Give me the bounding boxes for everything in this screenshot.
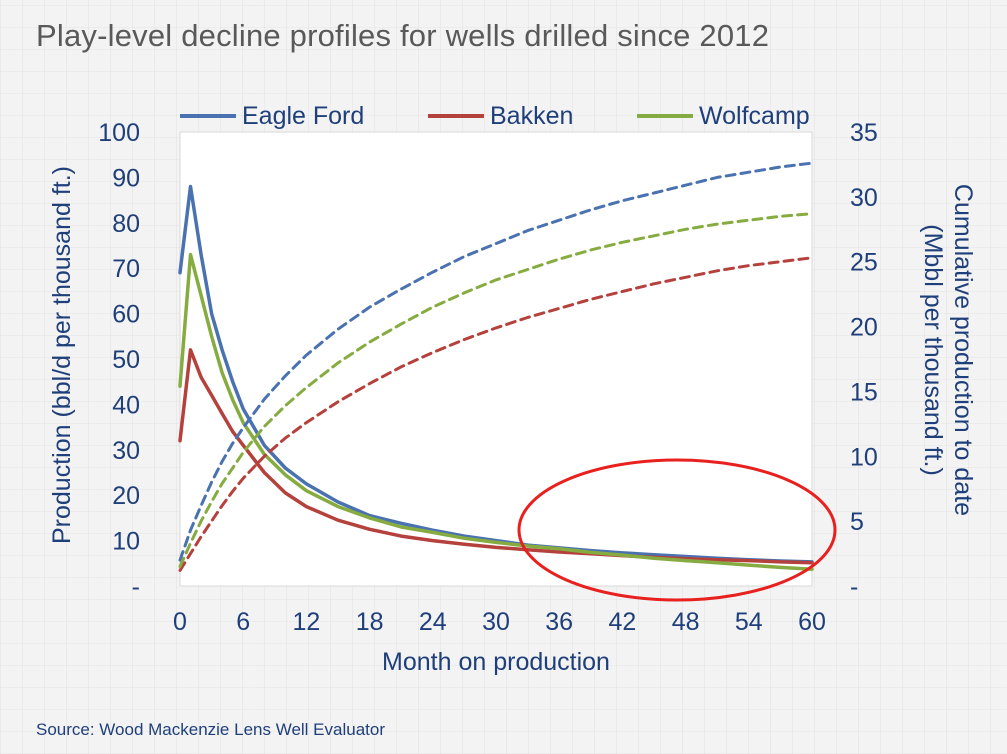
y-tick-label: 70 (112, 255, 140, 283)
x-tick-label: 30 (482, 608, 510, 636)
y-tick-label: 90 (112, 164, 140, 192)
y2-tick-label: 5 (850, 508, 864, 536)
y2-tick-label: 25 (850, 249, 878, 277)
y2-tick-label: 35 (850, 119, 878, 147)
highlight-ellipse (517, 458, 837, 602)
x-axis-ticks: 0 6 12 18 24 30 36 42 48 54 60 (173, 608, 826, 636)
y2-tick-label: - (850, 573, 858, 601)
y2-tick-label: 20 (850, 314, 878, 342)
x-tick-label: 18 (356, 608, 384, 636)
x-tick-label: 36 (545, 608, 573, 636)
chart-title: Play-level decline profiles for wells dr… (36, 18, 770, 53)
wolfcamp-line (178, 252, 814, 571)
x-tick-label: 12 (292, 608, 320, 636)
y-tick-label: 100 (98, 119, 140, 147)
bakken-cumulative-line (178, 256, 814, 572)
y-tick-label: - (132, 573, 140, 601)
y-tick-label: 60 (112, 301, 140, 329)
y-axis-ticks: - 10 20 30 40 50 60 70 80 90 100 (98, 119, 140, 601)
series-lines (178, 161, 814, 572)
legend-label: Bakken (490, 102, 573, 130)
x-tick-label: 54 (735, 608, 763, 636)
y-axis-title: Production (bbl/d per thousand ft.) (48, 166, 76, 544)
x-tick-label: 48 (672, 608, 700, 636)
x-tick-label: 6 (236, 608, 250, 636)
wolfcamp-cumulative-line (178, 212, 814, 568)
x-axis-title: Month on production (382, 648, 610, 676)
eagle-ford-cumulative-line (178, 161, 814, 562)
legend: Eagle Ford Bakken Wolfcamp (180, 102, 810, 130)
y2-tick-label: 10 (850, 443, 878, 471)
plot-area (179, 131, 813, 587)
legend-label: Wolfcamp (699, 102, 810, 130)
y-tick-label: 10 (112, 528, 140, 556)
x-tick-label: 24 (419, 608, 447, 636)
y-tick-label: 30 (112, 437, 140, 465)
y2-axis-title-line2: (Mbbl per thousand ft.) (919, 224, 947, 476)
y2-axis-ticks: - 5 10 15 20 25 30 35 (850, 119, 878, 601)
eagle-ford-line (178, 184, 814, 564)
y2-tick-label: 15 (850, 378, 878, 406)
y2-axis-title-line1: Cumulative production to date (949, 184, 977, 516)
source-note: Source: Wood Mackenzie Lens Well Evaluat… (36, 720, 385, 739)
x-tick-label: 0 (173, 608, 187, 636)
y-tick-label: 80 (112, 210, 140, 238)
x-tick-label: 42 (608, 608, 636, 636)
y-tick-label: 20 (112, 482, 140, 510)
y-tick-label: 40 (112, 391, 140, 419)
y-tick-label: 50 (112, 346, 140, 374)
legend-label: Eagle Ford (242, 102, 364, 130)
x-tick-label: 60 (798, 608, 826, 636)
y2-tick-label: 30 (850, 184, 878, 212)
